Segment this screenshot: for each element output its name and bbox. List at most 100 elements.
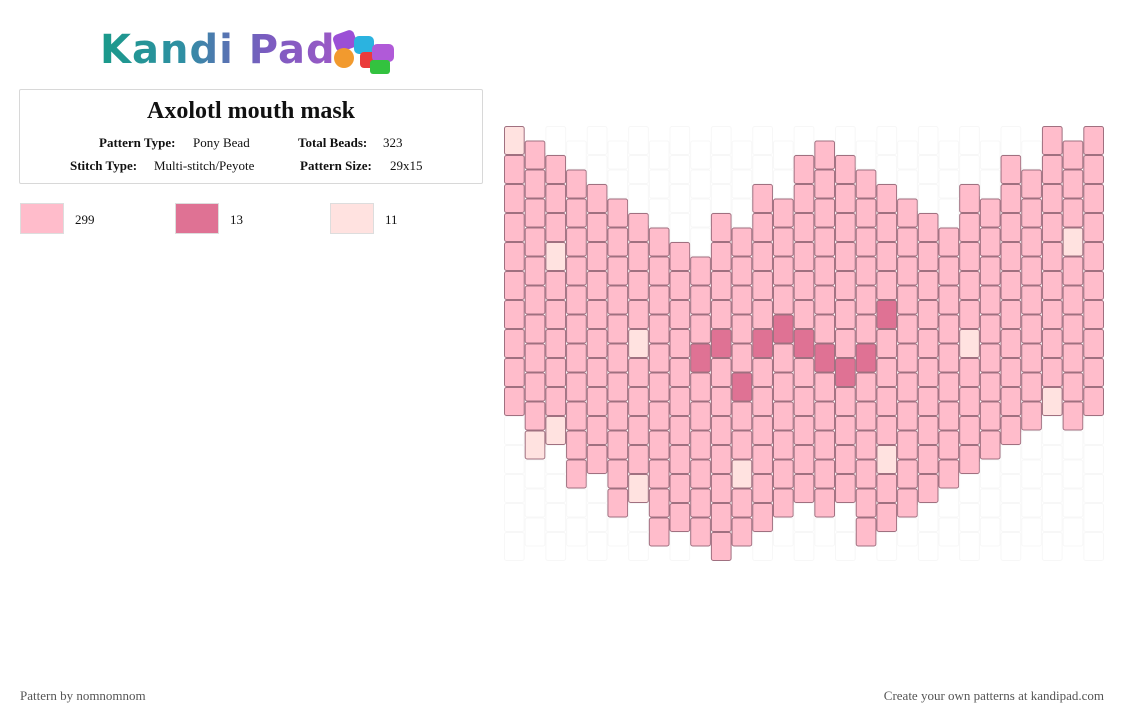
empty-bead-slot [938,517,960,547]
bead [979,343,1001,373]
bead [855,256,877,286]
bead [835,155,856,184]
empty-bead-slot [1083,503,1104,532]
bead [876,474,898,503]
bead [793,271,815,300]
bead [566,401,587,431]
bead [524,256,546,286]
bead [710,271,732,300]
bead [772,256,794,286]
bead [876,387,898,416]
bead [876,416,898,445]
empty-bead-slot [979,140,1001,170]
empty-bead-slot [628,184,649,213]
bead [814,488,836,518]
bead [938,227,960,257]
bead [1000,155,1022,184]
bead [855,169,877,199]
empty-bead-slot [1083,532,1104,561]
bead [1062,256,1084,286]
bead [628,387,649,416]
empty-bead-slot [938,169,960,199]
empty-bead-slot [835,532,856,561]
bead [710,329,732,358]
bead [752,416,773,445]
empty-bead-slot [545,532,567,561]
bead [1083,300,1104,329]
bead [566,343,587,373]
bead [752,358,773,387]
bead [793,329,815,358]
kandipad-logo[interactable]: Kandi Pad [100,26,410,76]
bead [710,213,732,242]
empty-bead-slot [710,184,732,213]
bead [814,227,836,257]
bead [731,401,753,431]
pattern-title: Axolotl mouth mask [146,98,356,124]
pattern-type-value: Pony Bead [193,135,250,150]
empty-bead-slot [1021,140,1042,170]
empty-bead-slot [917,126,939,155]
total-beads-value: 323 [383,135,403,150]
bead [566,227,587,257]
bead [772,459,794,489]
bead [959,184,980,213]
bead [504,242,525,271]
empty-bead-slot [1000,503,1022,532]
bead [731,314,753,344]
bead [504,387,525,416]
bead [690,285,711,315]
bead [1021,285,1042,315]
empty-bead-slot [731,169,753,199]
bead [1021,227,1042,257]
bead [1041,329,1063,358]
bead [876,445,898,474]
bead [1083,387,1104,416]
bead [1062,285,1084,315]
empty-bead-slot [586,503,608,532]
bead-count: 13 [230,212,243,227]
create-patterns-link[interactable]: Create your own patterns at kandipad.com [883,688,1104,703]
bead [1083,242,1104,271]
bead [690,488,711,518]
bead [959,300,980,329]
bead [669,300,691,329]
empty-bead-slot [1041,474,1063,503]
bead [1062,314,1084,344]
bead [855,372,877,402]
empty-bead-slot [524,517,546,547]
bead [669,416,691,445]
empty-bead-slot [586,532,608,561]
bead [566,459,587,489]
bead [979,256,1001,286]
bead [835,271,856,300]
bead [607,227,629,257]
empty-bead-slot [917,532,939,561]
bead [1041,271,1063,300]
bead [1000,271,1022,300]
bead [710,503,732,532]
bead [752,503,773,532]
bead [979,430,1001,460]
bead [545,416,567,445]
empty-bead-slot [835,126,856,155]
empty-bead-slot [917,184,939,213]
bead [835,300,856,329]
bead [814,314,836,344]
bead [648,401,670,431]
bead [545,242,567,271]
empty-bead-slot [545,126,567,155]
bead [752,329,773,358]
bead [752,300,773,329]
empty-bead-slot [586,155,608,184]
empty-bead-slot [979,169,1001,199]
bead [1021,343,1042,373]
bead [545,358,567,387]
bead [669,358,691,387]
bead [524,401,546,431]
bead [710,300,732,329]
bead [772,198,794,228]
bead [545,300,567,329]
bead [835,213,856,242]
bead [669,242,691,271]
